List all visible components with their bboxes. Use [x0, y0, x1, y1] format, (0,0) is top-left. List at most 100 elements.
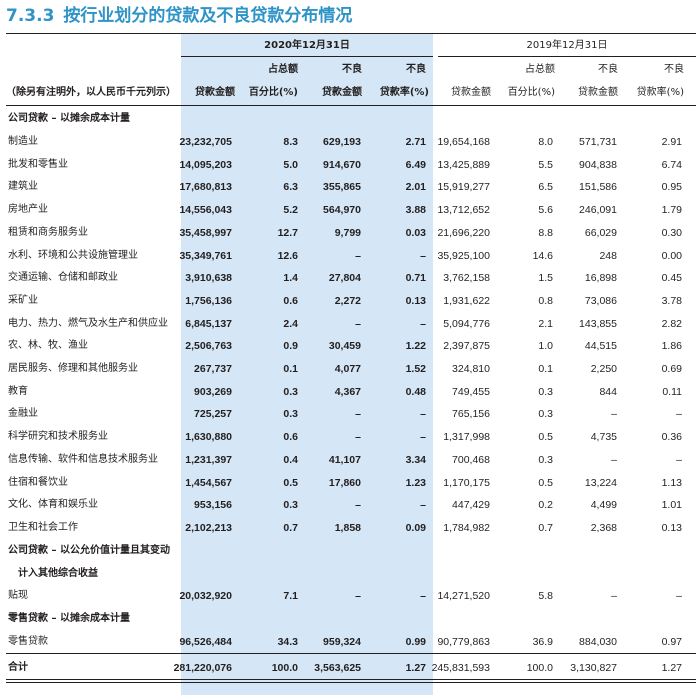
cell-pct-2019: 14.6 [532, 250, 553, 262]
cell-pct-2020: 0.9 [283, 340, 298, 352]
cell-amount-2019: 15,919,277 [437, 181, 490, 193]
period-2020-underline [181, 56, 433, 57]
cell-pct-2020: 0.4 [283, 454, 298, 466]
cell-nplratio-2020: 3.34 [405, 454, 426, 466]
cell-pct-2019: 0.5 [538, 477, 553, 489]
cell-pct-2020: 0.3 [283, 386, 298, 398]
section-corp-amortized: 公司贷款 – 以摊余成本计量 [8, 113, 130, 124]
cell-pct-2020: 5.2 [283, 204, 298, 216]
cell-amount-2019: 5,094,776 [443, 318, 490, 330]
cell-nplratio-2019: 0.30 [661, 227, 682, 239]
cell-nplratio-2020: 1.52 [405, 363, 426, 375]
col-p19-header-top: 占总额 [525, 64, 555, 75]
cell-pct-2019: 6.5 [538, 181, 553, 193]
cell-nplratio-2019: 1.13 [661, 477, 682, 489]
cell-npl-2020: 17,860 [328, 477, 361, 489]
row-label: 金融业 [8, 408, 38, 419]
header-bottom-rule [6, 105, 696, 106]
cell-npl-2020: 355,865 [323, 181, 361, 193]
cell-amount-2019: 13,712,652 [437, 204, 490, 216]
cell-npl-2019: 16,898 [584, 272, 617, 284]
cell-npl-2019: – [611, 454, 617, 466]
cell-nplratio-2020: 2.71 [405, 136, 426, 148]
cell-npl-2020: – [355, 318, 361, 330]
cell-npl-2020: 4,077 [334, 363, 361, 375]
cell-pct-2019: 100.0 [526, 662, 553, 674]
section-title: 按行业划分的贷款及不良贷款分布情况 [63, 6, 353, 26]
period-2020-header: 2020年12月31日 [264, 40, 350, 51]
page-title: 7.3.3 按行业划分的贷款及不良贷款分布情况 [6, 4, 352, 28]
cell-nplratio-2019: – [676, 408, 682, 420]
cell-amount-2019: 2,397,875 [443, 340, 490, 352]
col-n20-header-top: 不良 [342, 64, 362, 75]
cell-amount-2019: 749,455 [452, 386, 490, 398]
row-label: 卫生和社会工作 [8, 522, 78, 533]
cell-nplratio-2019: – [676, 590, 682, 602]
cell-amount-2020: 96,526,484 [179, 636, 232, 648]
row-label: 交通运输、仓储和邮政业 [8, 272, 118, 283]
cell-amount-2020: 14,095,203 [179, 159, 232, 171]
cell-amount-2020: 281,220,076 [173, 662, 232, 674]
cell-nplratio-2020: – [420, 590, 426, 602]
cell-amount-2020: 1,231,397 [185, 454, 232, 466]
period-2019-header: 2019年12月31日 [526, 40, 608, 51]
row-label: 居民服务、修理和其他服务业 [8, 363, 138, 374]
cell-amount-2020: 1,756,136 [185, 295, 232, 307]
cell-pct-2019: 5.5 [538, 159, 553, 171]
cell-nplratio-2020: – [420, 250, 426, 262]
cell-nplratio-2020: 3.88 [405, 204, 426, 216]
cell-npl-2019: 884,030 [579, 636, 617, 648]
cell-npl-2020: 959,324 [323, 636, 361, 648]
cell-nplratio-2020: 0.03 [405, 227, 426, 239]
cell-amount-2020: 20,032,920 [179, 590, 232, 602]
col-a19-header: 贷款金额 [451, 87, 491, 98]
row-label: 合计 [8, 662, 28, 673]
cell-npl-2020: 9,799 [334, 227, 361, 239]
col-p19-header: 百分比(%) [507, 87, 555, 98]
cell-pct-2019: 8.0 [538, 136, 553, 148]
cell-npl-2020: – [355, 590, 361, 602]
cell-npl-2019: 904,838 [579, 159, 617, 171]
row-label: 信息传输、软件和信息技术服务业 [8, 454, 158, 465]
cell-pct-2019: 36.9 [532, 636, 553, 648]
cell-amount-2019: 13,425,889 [437, 159, 490, 171]
cell-amount-2019: 700,468 [452, 454, 490, 466]
cell-amount-2019: 447,429 [452, 499, 490, 511]
cell-amount-2019: 1,170,175 [443, 477, 490, 489]
cell-npl-2019: 4,499 [590, 499, 617, 511]
cell-nplratio-2020: 0.71 [405, 272, 426, 284]
cell-pct-2020: 5.0 [283, 159, 298, 171]
cell-npl-2019: 2,250 [590, 363, 617, 375]
cell-pct-2019: 0.3 [538, 408, 553, 420]
cell-nplratio-2020: 1.23 [405, 477, 426, 489]
col-n19-header: 贷款金额 [578, 87, 618, 98]
cell-nplratio-2019: 1.86 [661, 340, 682, 352]
row-label: 租赁和商务服务业 [8, 227, 88, 238]
cell-pct-2019: 0.2 [538, 499, 553, 511]
cell-nplratio-2020: 0.09 [405, 522, 426, 534]
cell-pct-2020: 0.6 [283, 295, 298, 307]
cell-npl-2019: 844 [599, 386, 617, 398]
cell-amount-2019: 765,156 [452, 408, 490, 420]
cell-nplratio-2019: 1.27 [661, 662, 682, 674]
cell-amount-2020: 725,257 [194, 408, 232, 420]
cell-npl-2020: – [355, 408, 361, 420]
cell-npl-2020: – [355, 250, 361, 262]
cell-npl-2020: 914,670 [323, 159, 361, 171]
col-n20-header: 贷款金额 [322, 87, 362, 98]
cell-nplratio-2019: 0.97 [661, 636, 682, 648]
cell-pct-2019: 8.8 [538, 227, 553, 239]
cell-nplratio-2020: – [420, 408, 426, 420]
cell-amount-2020: 1,454,567 [185, 477, 232, 489]
cell-pct-2019: 0.1 [538, 363, 553, 375]
cell-npl-2020: 27,804 [328, 272, 361, 284]
cell-npl-2020: 41,107 [328, 454, 361, 466]
row-label: 水利、环境和公共设施管理业 [8, 250, 138, 261]
cell-npl-2019: 4,735 [590, 431, 617, 443]
cell-amount-2019: 1,931,622 [443, 295, 490, 307]
cell-nplratio-2019: 0.36 [661, 431, 682, 443]
cell-amount-2020: 2,506,763 [185, 340, 232, 352]
cell-npl-2019: 66,029 [584, 227, 617, 239]
cell-pct-2020: 1.4 [283, 272, 298, 284]
cell-pct-2019: 1.0 [538, 340, 553, 352]
